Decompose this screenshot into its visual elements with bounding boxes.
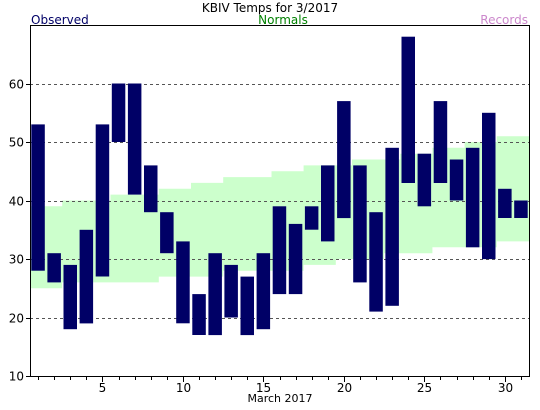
observed-bar xyxy=(127,83,142,195)
observed-bar xyxy=(433,101,448,183)
observed-bar xyxy=(369,212,383,312)
observed-bar xyxy=(321,165,335,242)
x-tick-label: 15 xyxy=(256,381,271,395)
observed-bar xyxy=(482,112,496,260)
observed-bar xyxy=(47,253,61,283)
observed-bar xyxy=(385,147,399,306)
observed-bar xyxy=(176,241,190,324)
legend-records: Records xyxy=(480,13,528,27)
observed-bar xyxy=(401,36,415,184)
observed-bar xyxy=(417,153,432,207)
observed-bar xyxy=(304,206,319,230)
x-tick-label: 5 xyxy=(99,381,107,395)
observed-bar xyxy=(449,159,464,201)
observed-bar xyxy=(208,253,222,336)
observed-bar xyxy=(144,165,158,213)
observed-bar xyxy=(337,101,351,219)
observed-bar xyxy=(79,229,94,324)
axes-layer: 10 20 30 40 50 60 5 10 15 20 25 30 xyxy=(9,78,522,395)
x-tick-label: 30 xyxy=(498,381,513,395)
y-tick-label: 50 xyxy=(9,136,24,150)
x-tick-label: 10 xyxy=(176,381,191,395)
observed-bar xyxy=(192,294,206,335)
x-tick-label: 20 xyxy=(337,381,352,395)
observed-bar xyxy=(160,212,174,254)
observed-bar xyxy=(498,188,512,218)
observed-bar xyxy=(514,200,528,218)
x-axis-label: March 2017 xyxy=(247,392,312,405)
y-tick-label: 20 xyxy=(9,312,24,326)
observed-bar xyxy=(224,264,238,318)
y-tick-label: 10 xyxy=(9,370,24,384)
legend-normals: Normals xyxy=(258,13,308,27)
observed-bar xyxy=(256,253,271,330)
observed-bar xyxy=(288,223,303,295)
y-tick-label: 40 xyxy=(9,195,24,209)
observed-bar xyxy=(31,124,45,271)
observed-bar xyxy=(240,276,254,336)
observed-bar xyxy=(272,206,287,295)
legend-observed: Observed xyxy=(31,13,89,27)
x-tick-label: 25 xyxy=(417,381,432,395)
chart-title: KBIV Temps for 3/2017 xyxy=(202,1,338,15)
observed-bar xyxy=(465,147,480,248)
bars-layer xyxy=(31,36,528,336)
y-tick-label: 60 xyxy=(9,78,24,92)
y-tick-label: 30 xyxy=(9,253,24,267)
observed-bar xyxy=(63,264,77,330)
observed-bar xyxy=(95,124,110,277)
observed-bar xyxy=(111,83,126,142)
observed-bar xyxy=(353,165,367,283)
